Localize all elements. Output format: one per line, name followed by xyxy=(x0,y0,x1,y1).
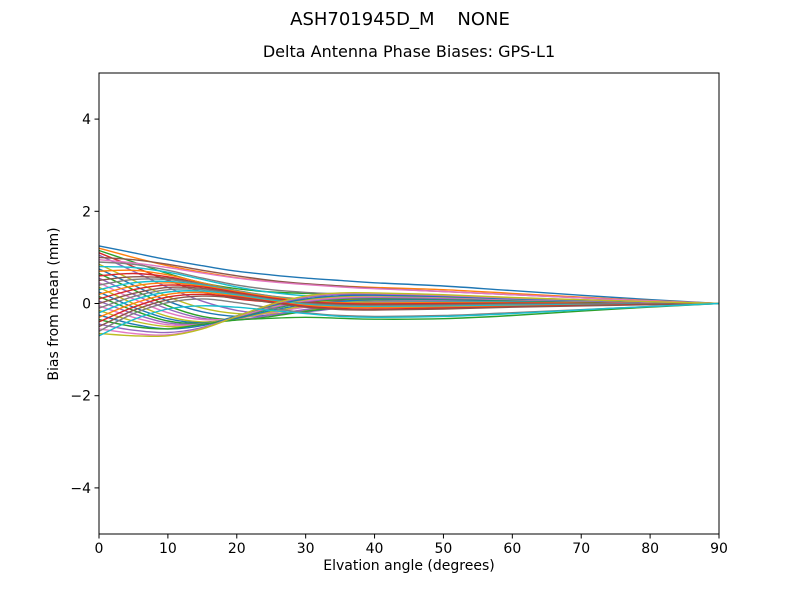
x-ticks: 0 10 20 30 40 50 60 70 80 90 xyxy=(95,534,728,557)
series-lines xyxy=(98,245,720,338)
series-line xyxy=(98,259,720,305)
x-tick-label: 70 xyxy=(572,541,590,557)
y-tick-label: 0 xyxy=(82,297,91,313)
x-tick-label: 30 xyxy=(297,541,315,557)
x-tick-label: 60 xyxy=(503,541,521,557)
y-ticks: −4 −2 0 2 4 xyxy=(70,112,99,497)
figure-suptitle: ASH701945D_M NONE xyxy=(290,9,510,30)
x-tick-label: 0 xyxy=(95,541,104,557)
axes-title: Delta Antenna Phase Biases: GPS-L1 xyxy=(262,42,556,61)
series-line xyxy=(98,288,720,309)
series-line xyxy=(98,286,719,306)
y-tick-label: 2 xyxy=(82,204,91,220)
series-line xyxy=(98,302,720,330)
y-tick-label: 4 xyxy=(82,112,91,128)
series-line xyxy=(98,245,720,305)
x-tick-label: 10 xyxy=(159,541,177,557)
x-tick-label: 90 xyxy=(710,541,728,557)
series-line xyxy=(98,291,720,338)
x-axis-label: Elvation angle (degrees) xyxy=(323,558,495,574)
x-tick-label: 20 xyxy=(228,541,246,557)
y-tick-label: −4 xyxy=(70,481,91,497)
series-line xyxy=(98,295,720,328)
x-tick-label: 50 xyxy=(435,541,453,557)
x-tick-label: 80 xyxy=(641,541,659,557)
y-axis-label: Bias from mean (mm) xyxy=(46,227,62,381)
y-tick-label: −2 xyxy=(70,389,91,405)
series-line xyxy=(98,290,720,314)
series-line xyxy=(98,302,720,337)
x-tick-label: 40 xyxy=(366,541,384,557)
